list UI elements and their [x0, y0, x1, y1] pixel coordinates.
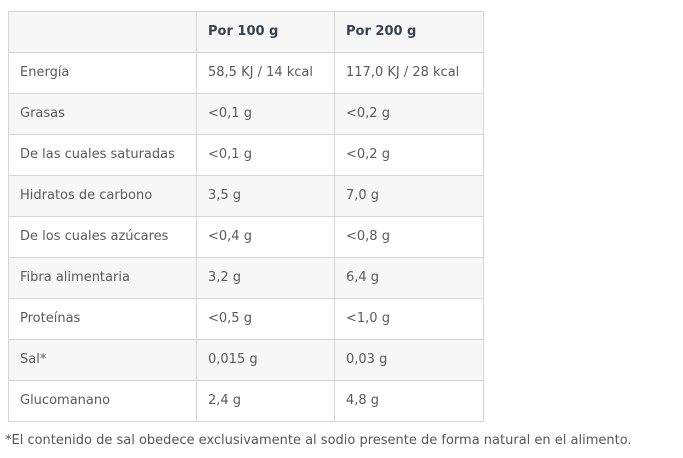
nutrition-table: Por 100 g Por 200 g Energía 58,5 KJ / 14… — [8, 11, 484, 422]
table-row: De los cuales azúcares <0,4 g <0,8 g — [8, 216, 484, 258]
table-row: Hidratos de carbono 3,5 g 7,0 g — [8, 175, 484, 217]
table-row: De las cuales saturadas <0,1 g <0,2 g — [8, 134, 484, 176]
value-per-200g: <0,2 g — [334, 134, 484, 176]
value-per-100g: 0,015 g — [196, 339, 335, 381]
table-row: Sal* 0,015 g 0,03 g — [8, 339, 484, 381]
value-per-200g: <1,0 g — [334, 298, 484, 340]
row-label: Sal* — [8, 339, 197, 381]
value-per-200g: 7,0 g — [334, 175, 484, 217]
table-row: Proteínas <0,5 g <1,0 g — [8, 298, 484, 340]
value-per-100g: <0,4 g — [196, 216, 335, 258]
value-per-200g: 4,8 g — [334, 380, 484, 422]
table-row: Glucomanano 2,4 g 4,8 g — [8, 380, 484, 422]
table-row: Fibra alimentaria 3,2 g 6,4 g — [8, 257, 484, 299]
value-per-100g: 2,4 g — [196, 380, 335, 422]
row-label: De los cuales azúcares — [8, 216, 197, 258]
row-label: Grasas — [8, 93, 197, 135]
value-per-100g: <0,1 g — [196, 134, 335, 176]
value-per-200g: 6,4 g — [334, 257, 484, 299]
table-row: Energía 58,5 KJ / 14 kcal 117,0 KJ / 28 … — [8, 52, 484, 94]
nutrition-table-container: Por 100 g Por 200 g Energía 58,5 KJ / 14… — [8, 11, 484, 422]
table-header-row: Por 100 g Por 200 g — [8, 11, 484, 53]
col-header-per-200g: Por 200 g — [334, 11, 484, 53]
row-label: Hidratos de carbono — [8, 175, 197, 217]
col-header-per-100g: Por 100 g — [196, 11, 335, 53]
row-label: Energía — [8, 52, 197, 94]
col-header-empty — [8, 11, 197, 53]
value-per-100g: 58,5 KJ / 14 kcal — [196, 52, 335, 94]
value-per-100g: <0,5 g — [196, 298, 335, 340]
value-per-200g: <0,8 g — [334, 216, 484, 258]
value-per-200g: 117,0 KJ / 28 kcal — [334, 52, 484, 94]
value-per-100g: 3,2 g — [196, 257, 335, 299]
table-row: Grasas <0,1 g <0,2 g — [8, 93, 484, 135]
row-label: Proteínas — [8, 298, 197, 340]
row-label: Glucomanano — [8, 380, 197, 422]
salt-footnote: *El contenido de sal obedece exclusivame… — [5, 433, 632, 448]
row-label: De las cuales saturadas — [8, 134, 197, 176]
value-per-200g: 0,03 g — [334, 339, 484, 381]
value-per-200g: <0,2 g — [334, 93, 484, 135]
value-per-100g: <0,1 g — [196, 93, 335, 135]
value-per-100g: 3,5 g — [196, 175, 335, 217]
row-label: Fibra alimentaria — [8, 257, 197, 299]
